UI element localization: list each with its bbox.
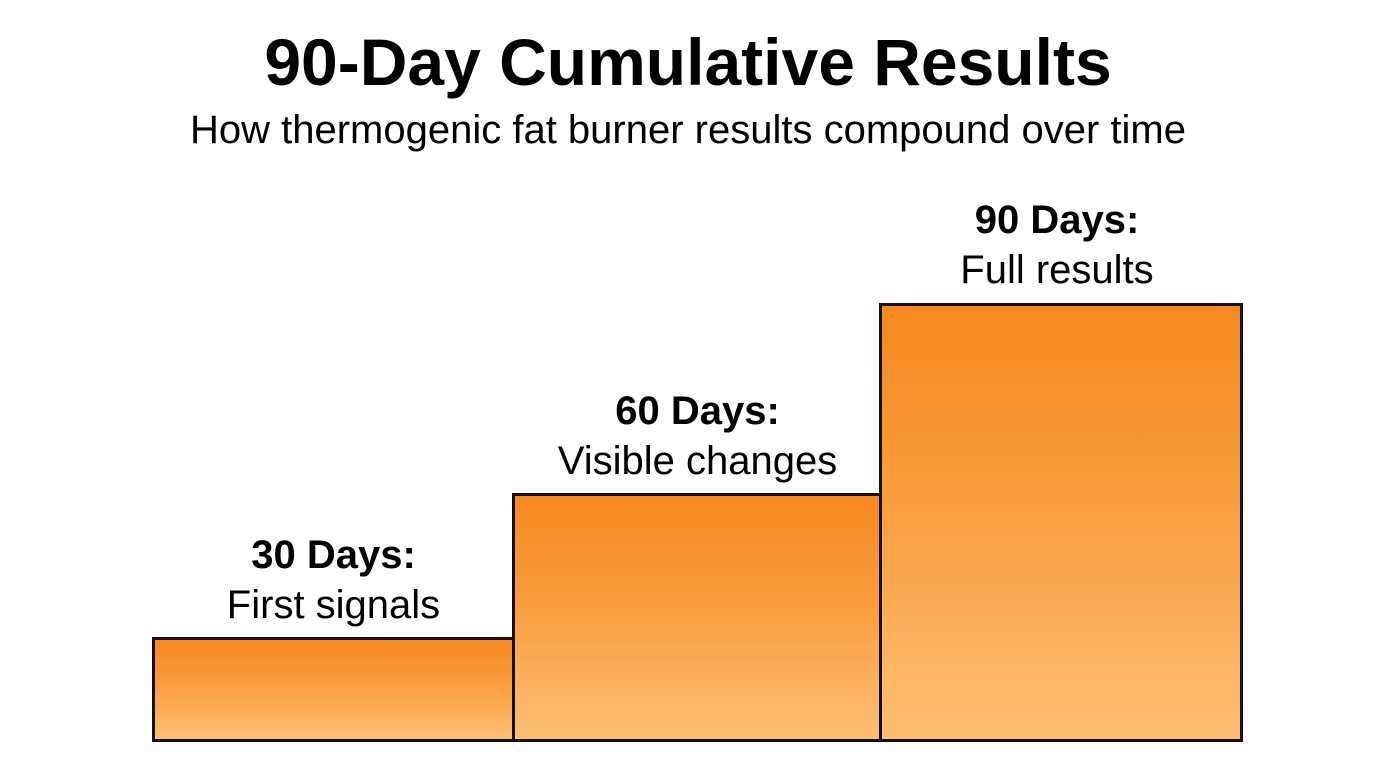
label-90-days-sub: Full results: [960, 248, 1154, 292]
label-30-days-sub: First signals: [226, 583, 441, 627]
label-30-days-title: 30 Days:: [251, 533, 416, 577]
label-60-days: 60 Days: Visible changes: [512, 386, 883, 486]
label-30-days: 30 Days: First signals: [152, 530, 515, 630]
label-90-days: 90 Days: Full results: [875, 195, 1239, 295]
label-90-days-title: 90 Days:: [974, 198, 1140, 242]
bar-30-days: [152, 637, 515, 742]
chart-subtitle: How thermogenic fat burner results compo…: [189, 108, 1186, 152]
label-60-days-title: 60 Days:: [615, 389, 780, 433]
label-60-days-sub: Visible changes: [557, 439, 838, 483]
bar-90-days: [879, 303, 1243, 742]
chart-title: 90-Day Cumulative Results: [264, 25, 1112, 99]
bar-60-days: [512, 493, 883, 742]
